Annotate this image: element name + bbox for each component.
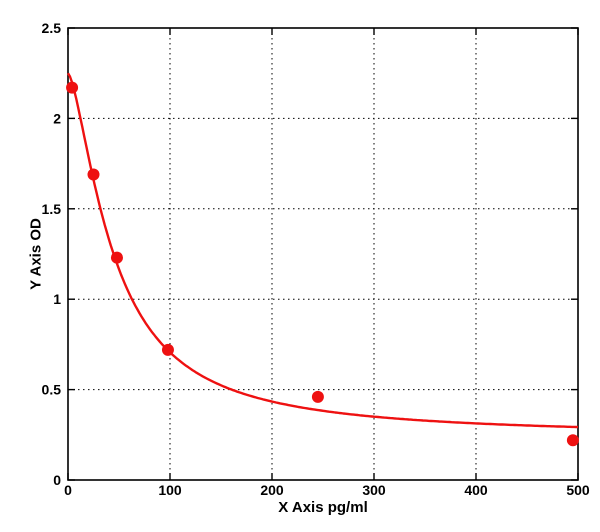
data-point [87, 168, 100, 181]
y-tick-label: 2 [53, 110, 61, 126]
plot-border [67, 27, 579, 481]
y-axis-label: Y Axis OD [27, 218, 45, 290]
data-point [110, 251, 123, 264]
data-point [311, 390, 324, 403]
data-point [161, 343, 174, 356]
x-tick-label: 100 [158, 482, 182, 498]
data-point [566, 434, 579, 447]
x-tick-label: 0 [64, 482, 72, 498]
data-point [66, 81, 79, 94]
y-tick-label: 1.5 [42, 201, 62, 217]
axes-background [68, 28, 578, 480]
x-axis-label: X Axis pg/ml [278, 499, 368, 516]
x-tick-label: 300 [362, 482, 386, 498]
y-tick-label: 0 [53, 472, 61, 488]
y-tick-label: 2.5 [42, 20, 62, 36]
x-tick-label: 400 [464, 482, 488, 498]
fit-curve [66, 72, 579, 429]
y-tick-label: 0.5 [42, 382, 62, 398]
x-tick-label: 500 [566, 482, 590, 498]
y-tick-label: 1 [53, 291, 61, 307]
x-tick-label: 200 [260, 482, 284, 498]
